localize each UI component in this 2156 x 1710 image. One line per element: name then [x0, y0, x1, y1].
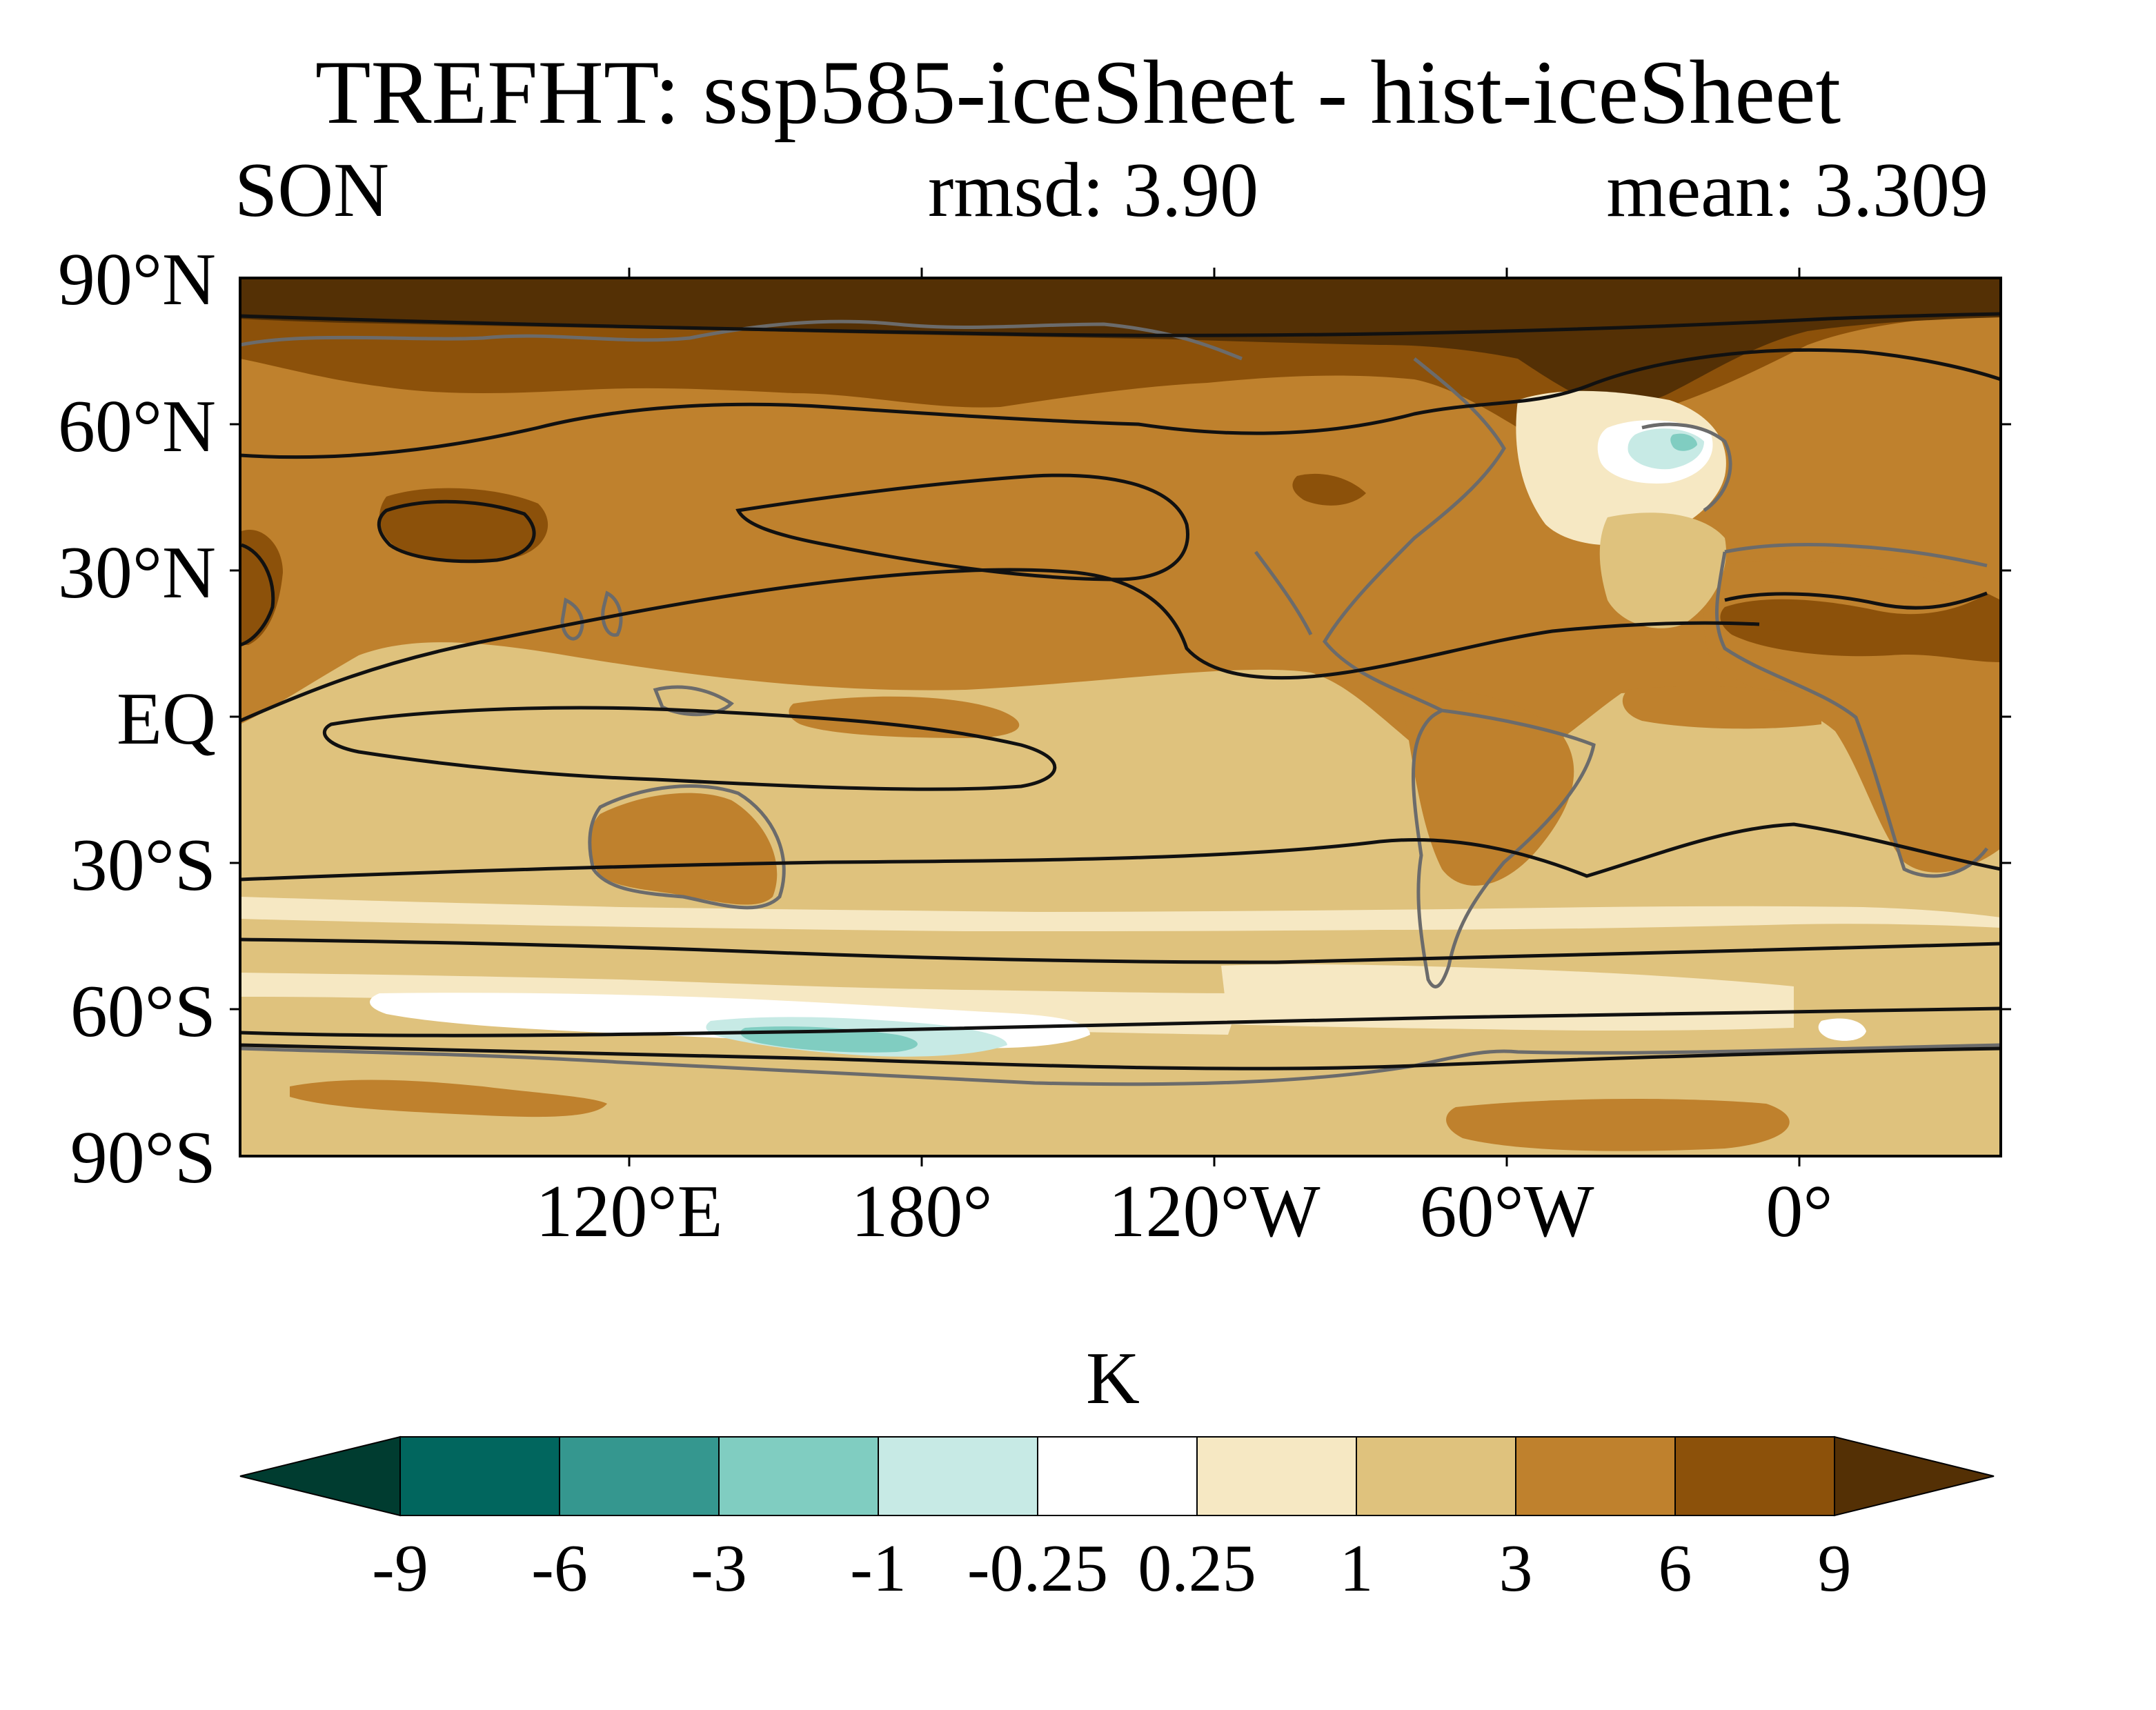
colorbar-tick-label: -0.25 [967, 1531, 1109, 1606]
colorbar-tick-label: -6 [531, 1531, 588, 1606]
colorbar-tick-label: -1 [850, 1531, 907, 1606]
colorbar-bin [239, 1435, 401, 1517]
colorbar-bin [878, 1436, 1038, 1516]
colorbar-tick-label: 0.25 [1138, 1531, 1256, 1606]
colorbar-bin [1674, 1436, 1835, 1516]
axis-ticks [230, 268, 2011, 1166]
season-label: SON [235, 148, 390, 233]
colorbar-bin [1834, 1435, 1995, 1517]
lon-label: 180° [851, 1171, 993, 1253]
lon-label: 0° [1766, 1171, 1833, 1253]
lat-label: EQ [117, 678, 216, 760]
lat-label: 30°S [70, 824, 216, 906]
rmsd-label: rmsd: 3.90 [928, 148, 1259, 233]
lon-label: 120°W [1108, 1171, 1321, 1253]
lat-label: 60°N [57, 386, 216, 468]
colorbar-tick-label: 6 [1658, 1531, 1692, 1606]
mean-label: mean: 3.309 [1606, 148, 1988, 233]
colorbar-bin [1515, 1436, 1676, 1516]
lat-label: 60°S [70, 971, 216, 1053]
lon-label: 120°E [535, 1171, 723, 1253]
lat-label: 90°N [57, 239, 216, 321]
colorbar-bin [399, 1436, 560, 1516]
colorbar-bin [718, 1436, 879, 1516]
colorbar [239, 1435, 1995, 1517]
lat-label: 90°S [70, 1117, 216, 1199]
colorbar-bin [1196, 1436, 1357, 1516]
map-field [240, 278, 2001, 1156]
colorbar-bin [1037, 1436, 1198, 1516]
colorbar-tick-label: 3 [1499, 1531, 1533, 1606]
colorbar-tick-label: 9 [1817, 1531, 1852, 1606]
colorbar-units: K [1086, 1338, 1140, 1420]
lat-label: 30°N [57, 532, 216, 614]
colorbar-bin [1356, 1436, 1516, 1516]
colorbar-tick-label: -9 [372, 1531, 428, 1606]
lon-label: 60°W [1419, 1171, 1594, 1253]
colorbar-tick-label: 1 [1339, 1531, 1374, 1606]
colorbar-bin [559, 1436, 720, 1516]
colorbar-tick-label: -3 [691, 1531, 747, 1606]
map-title: TREFHT: ssp585-iceSheet - hist-iceSheet [315, 41, 1841, 143]
